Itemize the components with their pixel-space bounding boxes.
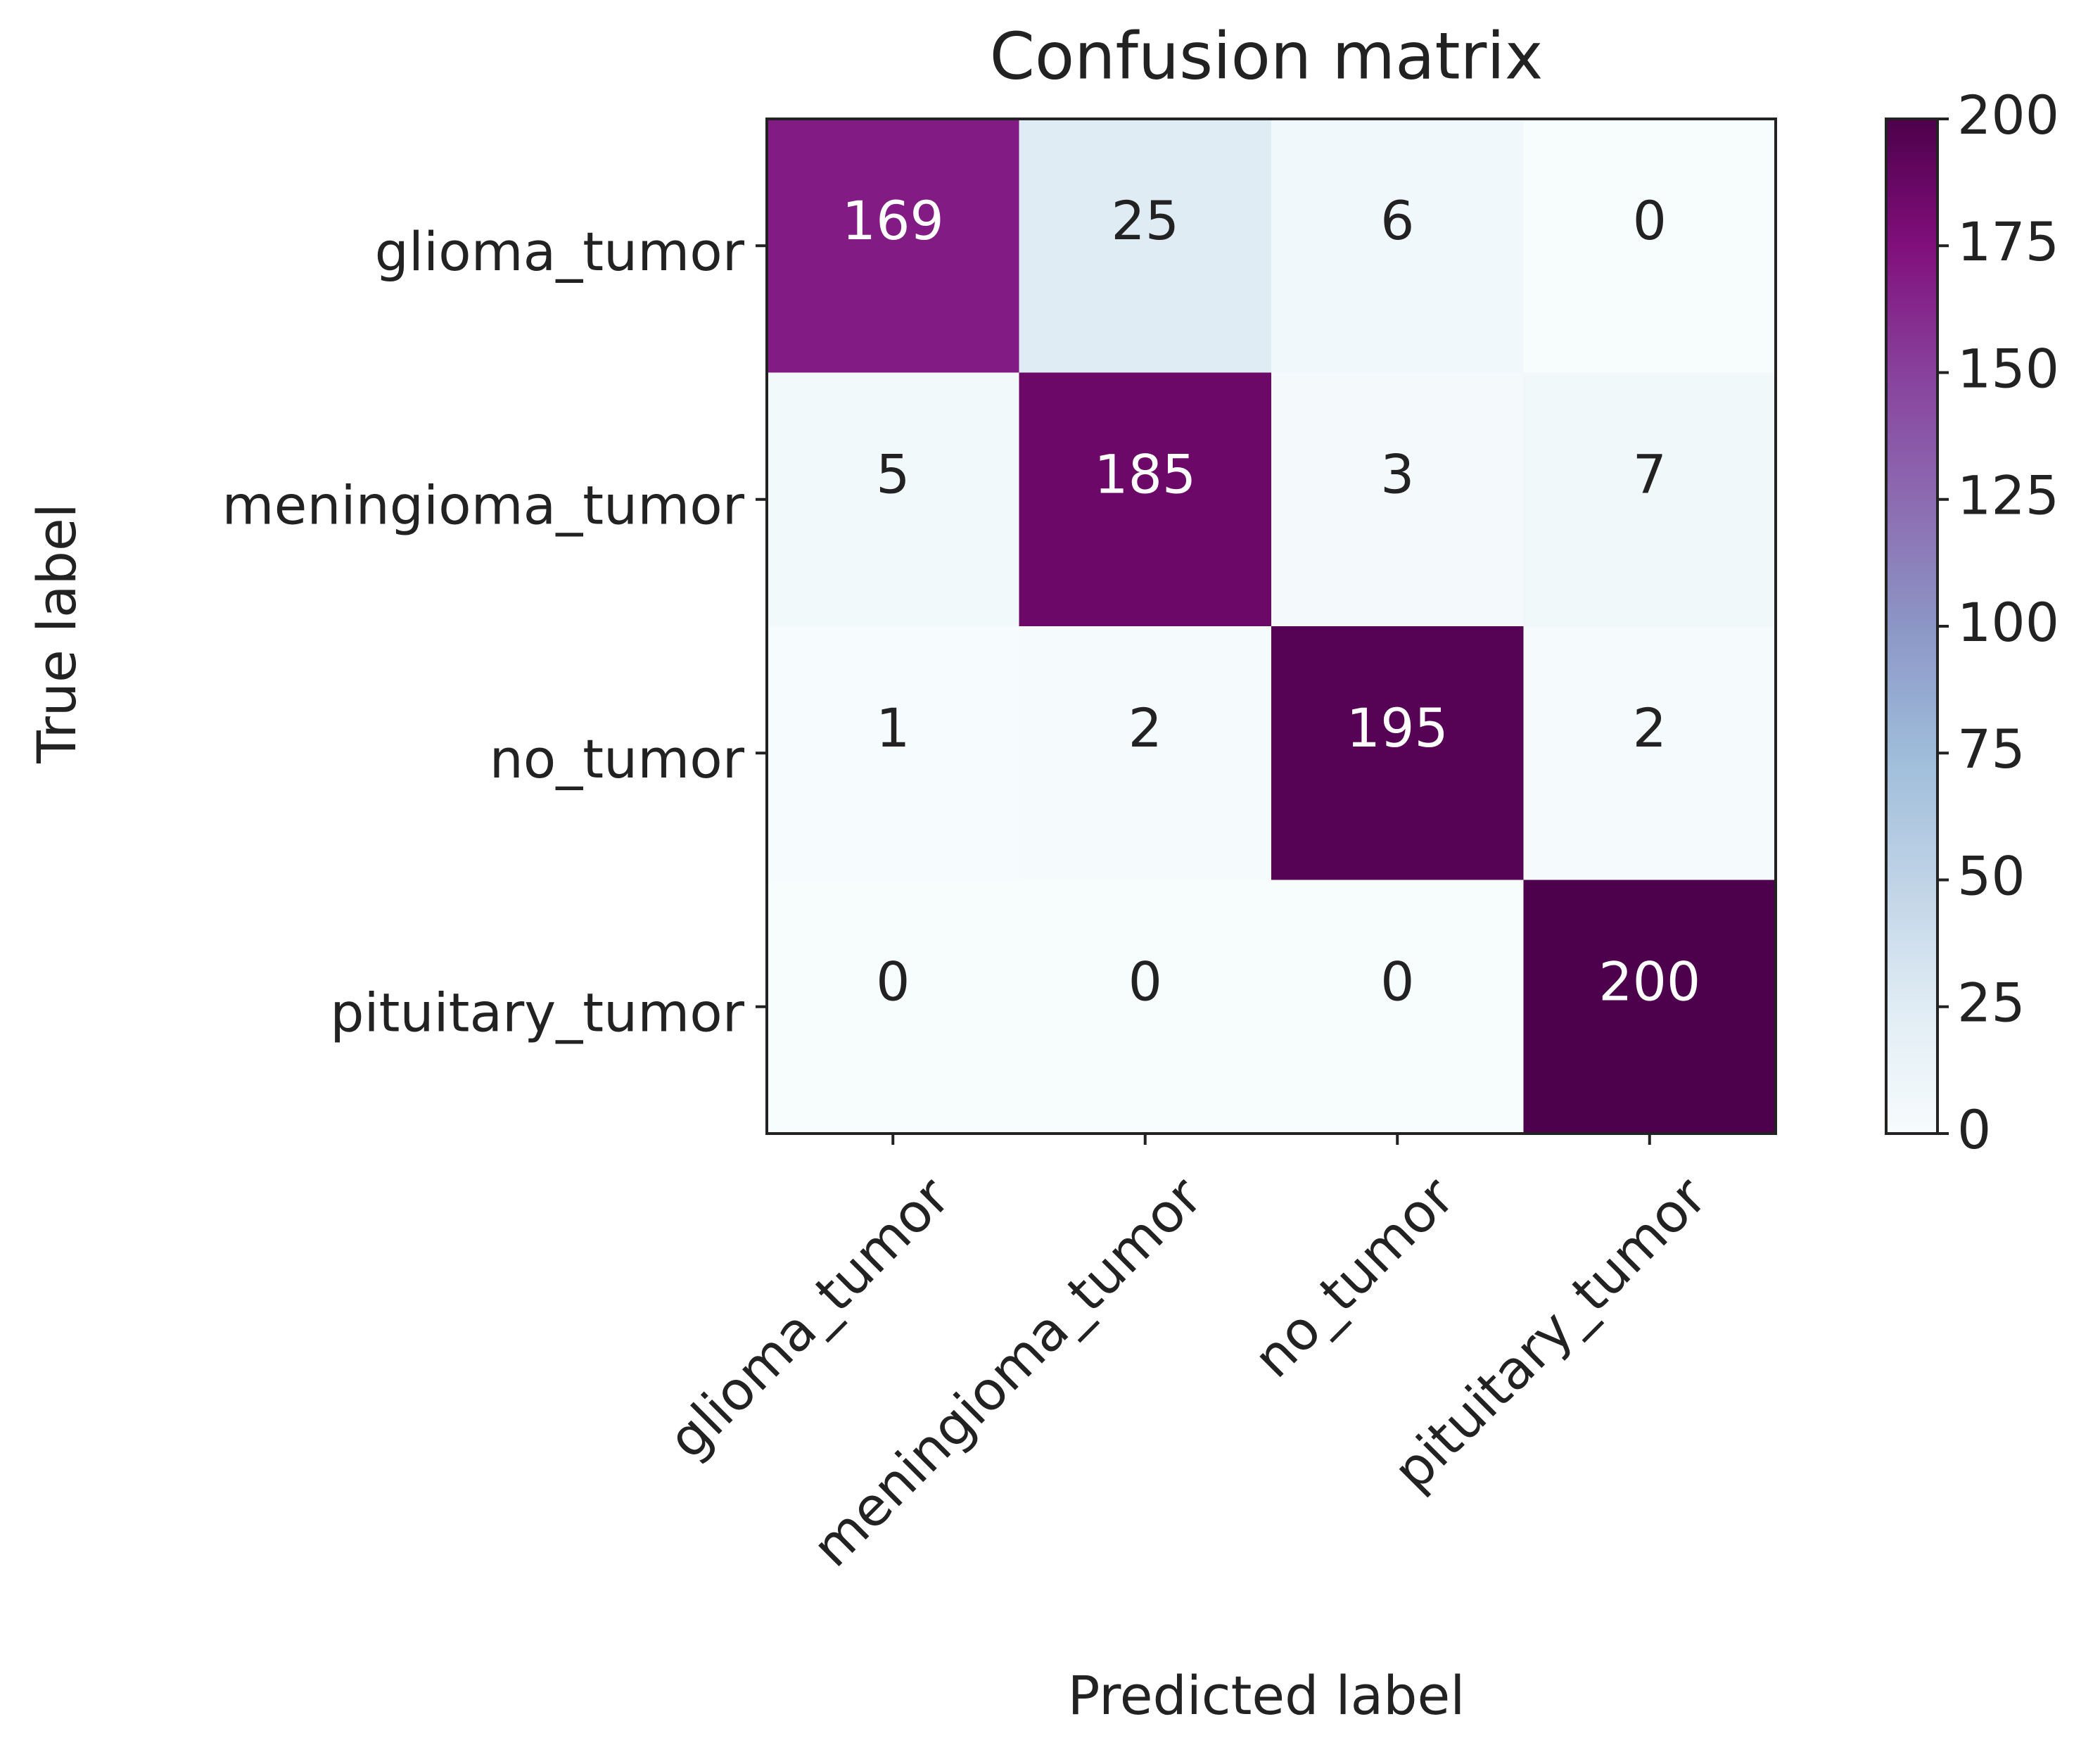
cell-label: 1 [876, 697, 910, 759]
cell [767, 880, 1019, 1134]
cell [1019, 372, 1272, 627]
cell [1523, 372, 1776, 627]
colorbar-tick-label: 175 [1957, 210, 2059, 273]
cell-label: 0 [1633, 189, 1667, 252]
cell-label: 2 [1633, 697, 1667, 759]
cell-label: 3 [1380, 443, 1414, 506]
plot-frame [765, 118, 1777, 1135]
cell-label: 185 [1094, 443, 1196, 506]
cell-label: 7 [1633, 443, 1667, 506]
cell-label: 0 [1380, 951, 1414, 1013]
cell-label: 0 [876, 951, 910, 1013]
x-tick-label: no_tumor [1242, 1165, 1467, 1390]
colorbar-tick-label: 200 [1957, 84, 2059, 146]
x-axis-label: Predicted label [1068, 1664, 1465, 1727]
cell [1271, 880, 1524, 1134]
cell-label: 25 [1111, 189, 1179, 252]
cell-label: 195 [1347, 697, 1449, 759]
y-tick-label: glioma_tumor [375, 220, 745, 283]
y-tick-label: pituitary_tumor [330, 982, 745, 1044]
chart-title: Confusion matrix [990, 18, 1544, 94]
cell [1019, 880, 1272, 1134]
cell [1523, 119, 1776, 373]
colorbar-tick-label: 50 [1957, 844, 2025, 907]
cell [767, 626, 1019, 880]
colorbar-tick-label: 150 [1957, 337, 2059, 400]
cell-label: 0 [1128, 951, 1162, 1013]
y-tick-label: meningioma_tumor [222, 474, 745, 537]
cell [1019, 626, 1272, 880]
cell-label: 6 [1380, 189, 1414, 252]
colorbar-tick-label: 75 [1957, 718, 2025, 780]
y-axis-label: True label [25, 503, 88, 763]
cell-label: 200 [1598, 951, 1700, 1013]
colorbar-tick-label: 25 [1957, 972, 2025, 1034]
cell [767, 119, 1019, 373]
colorbar [1885, 118, 1939, 1135]
cell [1523, 626, 1776, 880]
cell [767, 372, 1019, 627]
cell [1271, 119, 1524, 373]
colorbar-tick-label: 0 [1957, 1098, 1991, 1161]
cell-label: 169 [842, 189, 944, 252]
cell [1271, 372, 1524, 627]
colorbar-tick-label: 125 [1957, 464, 2059, 527]
cell [1271, 626, 1524, 880]
cell-label: 2 [1128, 697, 1162, 759]
cell-label: 5 [876, 443, 910, 506]
colorbar-tick-label: 100 [1957, 591, 2059, 654]
cell [1019, 119, 1272, 373]
cell [1523, 880, 1776, 1134]
y-tick-label: no_tumor [490, 728, 745, 790]
